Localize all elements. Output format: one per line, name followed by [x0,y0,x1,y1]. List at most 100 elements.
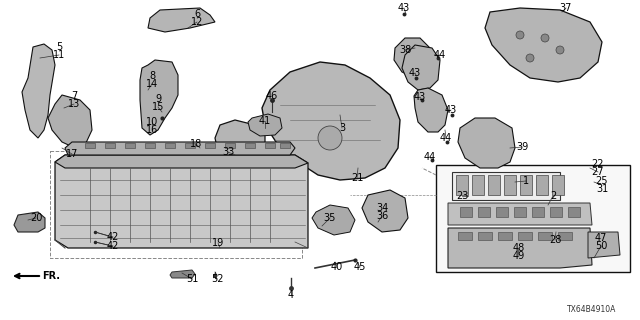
Text: 4: 4 [288,290,294,300]
Text: TX64B4910A: TX64B4910A [567,305,616,314]
Text: 45: 45 [354,262,366,272]
Text: 43: 43 [398,3,410,13]
Text: 5: 5 [56,42,62,52]
Bar [532,207,544,217]
Text: 43: 43 [409,68,421,78]
Text: 13: 13 [68,99,80,109]
Polygon shape [485,8,602,82]
Text: 42: 42 [107,232,119,242]
Text: 16: 16 [146,125,158,135]
Text: 36: 36 [376,211,388,221]
Text: 8: 8 [149,71,155,81]
Text: 44: 44 [434,50,446,60]
Polygon shape [472,175,484,195]
Polygon shape [552,175,564,195]
Text: 46: 46 [266,91,278,101]
Polygon shape [588,232,620,258]
Text: 25: 25 [596,176,608,186]
Polygon shape [248,114,282,136]
Polygon shape [456,175,468,195]
Bar [518,232,532,240]
Polygon shape [312,205,355,235]
Polygon shape [215,120,265,168]
Bar [265,143,275,148]
Polygon shape [394,38,432,78]
Text: 27: 27 [592,167,604,177]
Polygon shape [448,228,592,268]
Bar [125,143,135,148]
Bar [458,232,472,240]
Bar [558,232,572,240]
Text: 6: 6 [194,9,200,19]
Text: 40: 40 [331,262,343,272]
Polygon shape [536,175,548,195]
Polygon shape [22,44,55,138]
Polygon shape [520,175,532,195]
Text: 41: 41 [259,116,271,126]
Text: 20: 20 [30,213,42,223]
Text: 3: 3 [339,123,345,133]
Text: 43: 43 [414,92,426,102]
Polygon shape [14,212,45,232]
Polygon shape [402,45,440,90]
Text: 34: 34 [376,203,388,213]
Polygon shape [55,155,308,168]
Bar [568,207,580,217]
Polygon shape [504,175,516,195]
Polygon shape [488,175,500,195]
Bar [498,232,512,240]
Text: 39: 39 [516,142,528,152]
Text: 12: 12 [191,17,203,27]
Polygon shape [414,88,448,132]
Polygon shape [140,60,178,135]
Bar [452,172,560,200]
Text: 43: 43 [445,105,457,115]
Bar [496,207,508,217]
Text: 15: 15 [152,102,164,112]
Bar [478,232,492,240]
Bar [460,207,472,217]
Polygon shape [65,142,295,155]
Polygon shape [170,270,195,278]
Bar [478,207,490,217]
Text: 37: 37 [560,3,572,13]
Text: 28: 28 [549,235,561,245]
Text: 49: 49 [513,251,525,261]
Text: 35: 35 [324,213,336,223]
Text: 11: 11 [53,50,65,60]
Bar [225,143,235,148]
Bar [280,143,290,148]
Polygon shape [48,95,92,148]
Circle shape [516,31,524,39]
Bar [50,151,302,258]
Text: 33: 33 [222,147,234,157]
Polygon shape [362,190,408,232]
Bar [165,143,175,148]
Polygon shape [55,155,308,248]
Text: 42: 42 [107,241,119,251]
Text: 1: 1 [523,176,529,186]
Text: 9: 9 [155,94,161,104]
Text: 22: 22 [592,159,604,169]
Bar [436,165,630,272]
Text: 18: 18 [190,139,202,149]
Text: 50: 50 [595,241,607,251]
Text: 7: 7 [71,91,77,101]
Polygon shape [262,62,400,180]
Circle shape [556,46,564,54]
Text: 38: 38 [399,45,411,55]
Text: 10: 10 [146,117,158,127]
Text: 47: 47 [595,233,607,243]
Text: 2: 2 [550,191,556,201]
Bar [85,143,95,148]
Text: 19: 19 [212,238,224,248]
Circle shape [318,126,342,150]
Bar [245,143,255,148]
Polygon shape [458,118,515,168]
Polygon shape [148,8,215,32]
Bar [550,207,562,217]
Text: 14: 14 [146,79,158,89]
Bar [205,143,215,148]
Text: 21: 21 [351,173,363,183]
Text: 17: 17 [66,149,78,159]
